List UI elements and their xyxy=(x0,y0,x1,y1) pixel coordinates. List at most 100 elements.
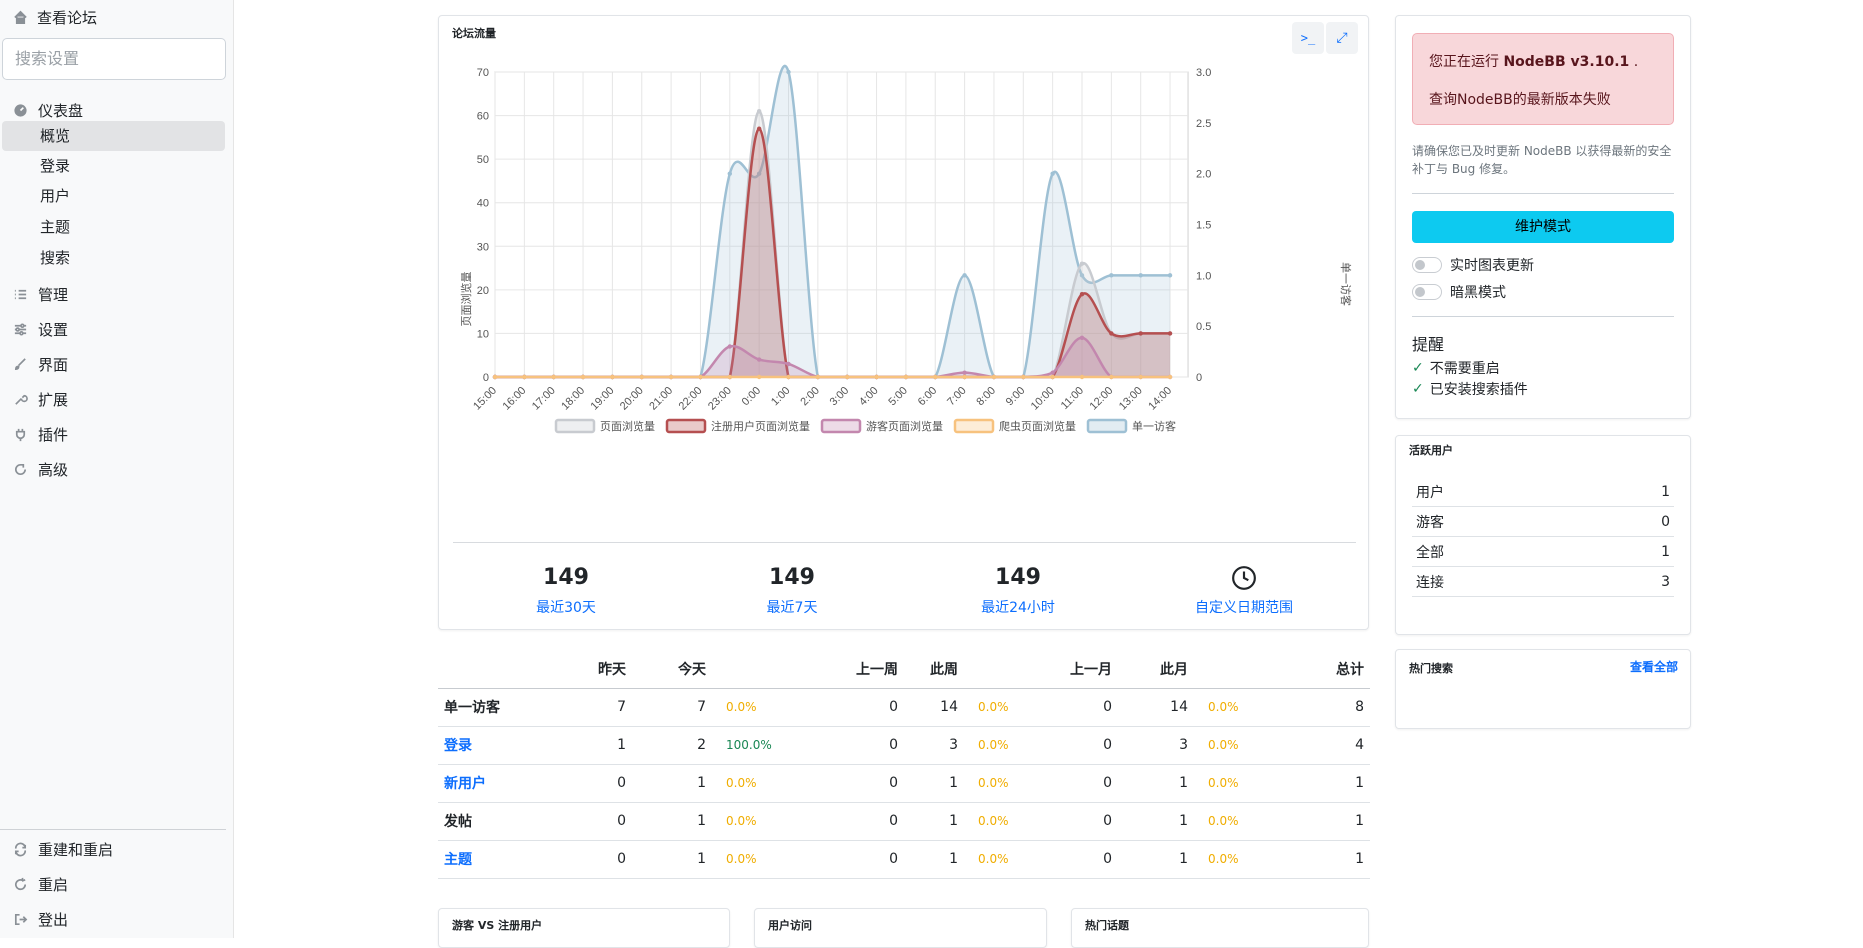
stat-7days-link[interactable]: 最近7天 xyxy=(766,600,818,616)
realtime-chart-toggle[interactable]: 实时图表更新 xyxy=(1412,255,1534,275)
toggle-switch[interactable] xyxy=(1412,257,1442,273)
y-tick-label: 10 xyxy=(477,328,489,340)
data-point xyxy=(962,273,967,278)
sidebar-item-label: 仪表盘 xyxy=(38,101,84,120)
version-line: 您正在运行 NodeBB v3.10.1 . xyxy=(1429,52,1657,72)
maintenance-mode-button[interactable]: 维护模式 xyxy=(1412,211,1674,243)
row-name[interactable]: 主题 xyxy=(438,840,546,879)
data-point xyxy=(756,357,762,362)
table-cell: 2 xyxy=(632,726,712,765)
y-tick-label: 60 xyxy=(477,111,489,123)
version-check-failed: 查询NodeBB的最新版本失败 xyxy=(1429,92,1611,108)
wrench-icon xyxy=(12,391,28,407)
table-cell: 1 xyxy=(904,840,964,879)
sidebar-item-logout[interactable]: 登出 xyxy=(12,907,68,931)
row-label: 全部 xyxy=(1416,544,1444,561)
sidebar-sub-topics[interactable]: 主题 xyxy=(40,218,71,236)
table-cell: 14 xyxy=(1118,688,1194,727)
list-icon xyxy=(12,286,28,302)
view-forum-link[interactable]: 查看论坛 xyxy=(12,6,97,28)
data-point xyxy=(962,370,967,375)
legend-swatch xyxy=(820,418,862,434)
x-tick-label: 12:00 xyxy=(1088,385,1116,413)
sidebar-item-label: 插件 xyxy=(38,425,69,444)
x-tick-label: 21:00 xyxy=(647,385,675,413)
stat-30days-link[interactable]: 最近30天 xyxy=(536,600,596,616)
table-cell: 0 xyxy=(808,840,904,879)
table-cell: 7 xyxy=(632,688,712,727)
x-tick-label: 0:00 xyxy=(740,385,764,409)
sidebar-item-plugins[interactable]: 插件 xyxy=(12,422,68,446)
sidebar-sub-overview[interactable]: 概览 xyxy=(2,121,225,151)
table-cell: 8 xyxy=(1274,688,1370,727)
data-point xyxy=(1138,374,1143,380)
table-cell: 0 xyxy=(808,688,904,727)
legend-item[interactable]: 单一访客 xyxy=(1086,418,1176,434)
change-percent: 0.0% xyxy=(964,764,1062,803)
toggle-switch[interactable] xyxy=(1412,284,1442,300)
sidebar-item-rebuild-restart[interactable]: 重建和重启 xyxy=(12,837,113,861)
table-row: 发帖 0 1 0.0% 0 1 0.0% 0 1 0.0% 1 xyxy=(438,802,1370,841)
check-icon: ✓ xyxy=(1412,381,1424,397)
table-cell: 0 xyxy=(1062,840,1118,879)
stat-30days: 149 最近30天 xyxy=(453,563,679,617)
traffic-title: 论坛流量 xyxy=(452,27,496,40)
table-header: 总计 xyxy=(1274,650,1370,689)
series-area xyxy=(495,65,1171,377)
y2-tick-label: 0 xyxy=(1196,372,1202,384)
row-name[interactable]: 新用户 xyxy=(438,764,546,803)
legend-item[interactable]: 页面浏览量 xyxy=(554,418,655,434)
sidebar-item-restart[interactable]: 重启 xyxy=(12,872,68,896)
stats-table: 昨天 今天 上一周 此周 上一月 此月 总计 单一访客 7 7 0.0% 0 14 0.0%… xyxy=(438,650,1370,879)
sidebar-sub-searches[interactable]: 搜索 xyxy=(40,249,71,267)
x-tick-label: 3:00 xyxy=(828,385,852,409)
sidebar-item-extend[interactable]: 扩展 xyxy=(12,387,68,411)
change-percent: 0.0% xyxy=(964,840,1062,879)
sidebar-sub-logins[interactable]: 登录 xyxy=(40,157,71,175)
sidebar-item-advanced[interactable]: 高级 xyxy=(12,457,68,481)
guest-vs-registered-card: 游客 VS 注册用户 xyxy=(438,908,730,948)
sidebar-item-label: 重启 xyxy=(38,875,69,894)
table-row: 登录 1 2 100.0% 0 3 0.0% 0 3 0.0% 4 xyxy=(438,726,1370,765)
sidebar-item-appearance[interactable]: 界面 xyxy=(12,352,68,376)
expand-button[interactable]: ⤢ xyxy=(1326,22,1358,54)
table-cell: 3 xyxy=(1118,726,1194,765)
table-header-row: 昨天 今天 上一周 此周 上一月 此月 总计 xyxy=(438,650,1370,689)
traffic-stats-row: 149 最近30天 149 最近7天 149 最近24小时 自定义日期范围 xyxy=(453,542,1356,616)
terminal-button[interactable]: >_ xyxy=(1292,22,1324,54)
x-tick-label: 22:00 xyxy=(677,385,705,413)
active-users-title: 活跃用户 xyxy=(1409,444,1453,457)
data-point xyxy=(1138,331,1143,336)
data-point xyxy=(756,109,762,114)
sidebar-item-label: 界面 xyxy=(38,355,69,374)
x-tick-label: 13:00 xyxy=(1117,385,1145,413)
x-tick-label: 6:00 xyxy=(916,385,940,409)
legend-item[interactable]: 注册用户页面浏览量 xyxy=(665,418,810,434)
change-percent: 0.0% xyxy=(712,764,808,803)
sidebar-item-manage[interactable]: 管理 xyxy=(12,282,68,306)
dark-mode-toggle[interactable]: 暗黑模式 xyxy=(1412,282,1506,302)
sidebar-item-dashboard[interactable]: 仪表盘 xyxy=(12,98,83,122)
legend-item[interactable]: 爬虫页面浏览量 xyxy=(953,418,1076,434)
sidebar-item-settings[interactable]: 设置 xyxy=(12,317,68,341)
row-value: 0 xyxy=(1661,513,1670,530)
settings-search-input[interactable]: 搜索设置 xyxy=(2,38,226,80)
sidebar-item-label: 扩展 xyxy=(38,390,69,409)
view-all-link[interactable]: 查看全部 xyxy=(1629,660,1678,674)
table-cell: 7 xyxy=(546,688,632,727)
legend-label: 注册用户页面浏览量 xyxy=(711,419,810,433)
legend-item[interactable]: 游客页面浏览量 xyxy=(820,418,943,434)
data-point xyxy=(1167,374,1173,380)
custom-range-link[interactable]: 自定义日期范围 xyxy=(1195,600,1293,616)
popular-topics-card: 热门话题 xyxy=(1071,908,1369,948)
row-name: 单一访客 xyxy=(438,688,546,727)
table-header: 上一周 xyxy=(808,650,904,689)
sidebar-item-label: 高级 xyxy=(38,460,69,479)
sidebar-sub-users[interactable]: 用户 xyxy=(40,187,71,205)
table-header: 上一月 xyxy=(1062,650,1118,689)
x-tick-label: 4:00 xyxy=(857,385,881,409)
row-name[interactable]: 登录 xyxy=(438,726,546,765)
data-point xyxy=(874,374,879,380)
stat-24hours-link[interactable]: 最近24小时 xyxy=(981,600,1055,616)
